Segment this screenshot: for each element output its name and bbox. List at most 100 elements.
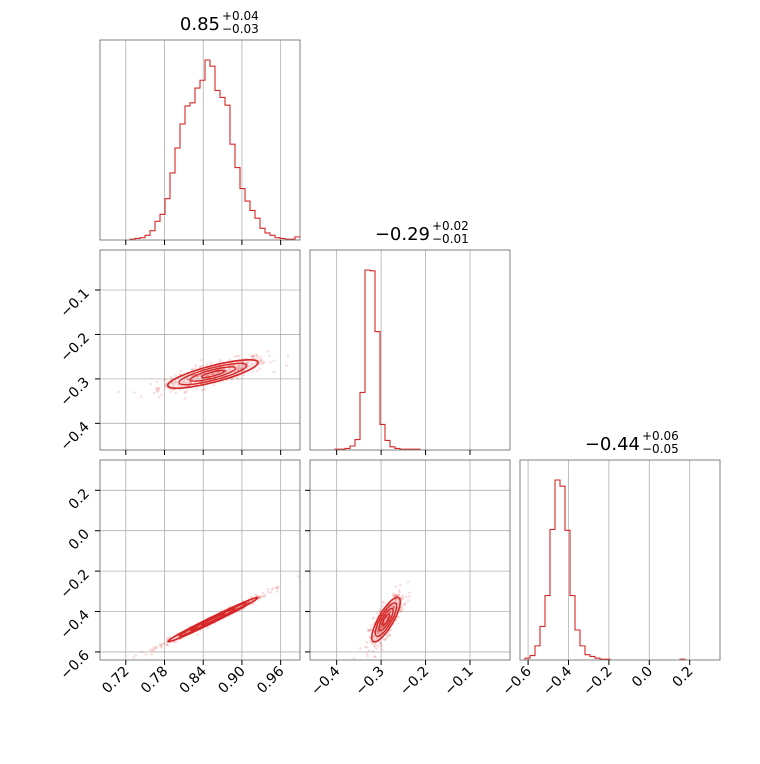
scatter-point bbox=[377, 632, 381, 636]
scatter-point bbox=[387, 634, 391, 637]
scatter-group bbox=[352, 580, 411, 665]
scatter-point bbox=[276, 590, 279, 593]
contour-level bbox=[370, 596, 402, 643]
scatter-point bbox=[227, 367, 231, 370]
panel-title-value: −0.44 bbox=[585, 434, 640, 455]
scatter-point bbox=[164, 383, 168, 386]
scatter-point bbox=[155, 389, 159, 393]
scatter-point bbox=[205, 363, 209, 367]
scatter-point bbox=[379, 625, 383, 629]
scatter-point bbox=[230, 364, 233, 367]
scatter-point bbox=[393, 594, 396, 597]
y-tick-label: −0.6 bbox=[57, 647, 92, 682]
scatter-point bbox=[376, 631, 380, 635]
scatter-point bbox=[381, 600, 384, 604]
scatter-point bbox=[401, 594, 405, 597]
scatter-point bbox=[177, 384, 180, 387]
scatter-point bbox=[371, 617, 374, 620]
scatter-point bbox=[205, 374, 209, 377]
scatter-point bbox=[352, 657, 356, 660]
scatter-group bbox=[132, 575, 300, 659]
contour-level bbox=[166, 596, 259, 643]
contour-level bbox=[166, 358, 259, 390]
scatter-point bbox=[210, 372, 214, 376]
scatter-point bbox=[252, 354, 256, 358]
scatter-point bbox=[199, 358, 203, 362]
scatter-point bbox=[393, 606, 397, 610]
x-tick-label: 0.84 bbox=[177, 663, 210, 696]
scatter-point bbox=[398, 608, 402, 612]
scatter-point bbox=[183, 390, 187, 394]
scatter-point bbox=[181, 381, 184, 384]
scatter-point bbox=[366, 628, 370, 632]
scatter-point bbox=[379, 626, 382, 630]
scatter-point bbox=[156, 386, 159, 390]
scatter-point bbox=[373, 637, 377, 640]
scatter-point bbox=[361, 662, 364, 665]
scatter-point bbox=[242, 373, 246, 377]
scatter-point bbox=[364, 645, 367, 649]
x-tick-label: 0.2 bbox=[669, 664, 696, 691]
scatter-point bbox=[186, 377, 190, 380]
scatter-point bbox=[246, 361, 250, 364]
scatter-point bbox=[275, 586, 278, 590]
scatter-point bbox=[201, 364, 205, 368]
scatter-point bbox=[397, 593, 400, 597]
scatter-point bbox=[237, 365, 241, 369]
panel-frame bbox=[99, 39, 301, 241]
scatter-point bbox=[272, 359, 276, 362]
scatter-point bbox=[250, 363, 254, 366]
scatter-point bbox=[375, 631, 379, 634]
scatter-point bbox=[262, 360, 266, 364]
scatter-point bbox=[150, 652, 153, 656]
scatter-point bbox=[224, 369, 227, 373]
scatter-point bbox=[194, 376, 197, 379]
scatter-point bbox=[389, 610, 393, 613]
panel-1-1: −0.29 +0.02−0.01 bbox=[309, 219, 511, 455]
scatter-point bbox=[379, 642, 383, 645]
scatter-point bbox=[382, 601, 386, 605]
scatter-point bbox=[183, 397, 187, 400]
scatter-point bbox=[219, 358, 222, 362]
scatter-point bbox=[166, 636, 169, 640]
scatter-point bbox=[401, 608, 405, 611]
scatter-point bbox=[384, 619, 387, 622]
scatter-point bbox=[210, 361, 213, 365]
scatter-point bbox=[380, 648, 384, 651]
scatter-point bbox=[376, 630, 379, 633]
scatter-point bbox=[165, 642, 168, 646]
scatter-point bbox=[263, 594, 267, 597]
scatter-point bbox=[392, 605, 395, 609]
panel-title-plus: +0.02 bbox=[432, 219, 469, 233]
scatter-point bbox=[201, 388, 204, 392]
scatter-point bbox=[393, 594, 396, 598]
scatter-point bbox=[157, 388, 161, 391]
scatter-point bbox=[211, 372, 214, 376]
scatter-point bbox=[394, 585, 398, 588]
scatter-point bbox=[162, 378, 166, 382]
scatter-point bbox=[252, 354, 256, 358]
scatter-point bbox=[394, 594, 398, 598]
scatter-point bbox=[394, 598, 398, 601]
scatter-point bbox=[255, 354, 259, 357]
contour-level bbox=[374, 602, 398, 637]
scatter-point bbox=[407, 580, 410, 584]
scatter-point bbox=[158, 643, 162, 646]
scatter-point bbox=[390, 604, 394, 608]
scatter-point bbox=[196, 633, 199, 637]
scatter-point bbox=[240, 366, 244, 370]
scatter-point bbox=[397, 615, 400, 619]
scatter-point bbox=[171, 388, 175, 392]
scatter-point bbox=[389, 611, 392, 615]
scatter-point bbox=[140, 650, 144, 654]
scatter-point bbox=[254, 353, 258, 357]
scatter-point bbox=[144, 653, 148, 656]
scatter-point bbox=[157, 395, 161, 399]
scatter-point bbox=[388, 611, 392, 614]
scatter-point bbox=[256, 369, 259, 373]
x-tick-label: 0.78 bbox=[138, 664, 171, 697]
scatter-point bbox=[251, 355, 254, 358]
x-tick-label: −0.2 bbox=[580, 664, 615, 699]
scatter-point bbox=[399, 609, 403, 612]
